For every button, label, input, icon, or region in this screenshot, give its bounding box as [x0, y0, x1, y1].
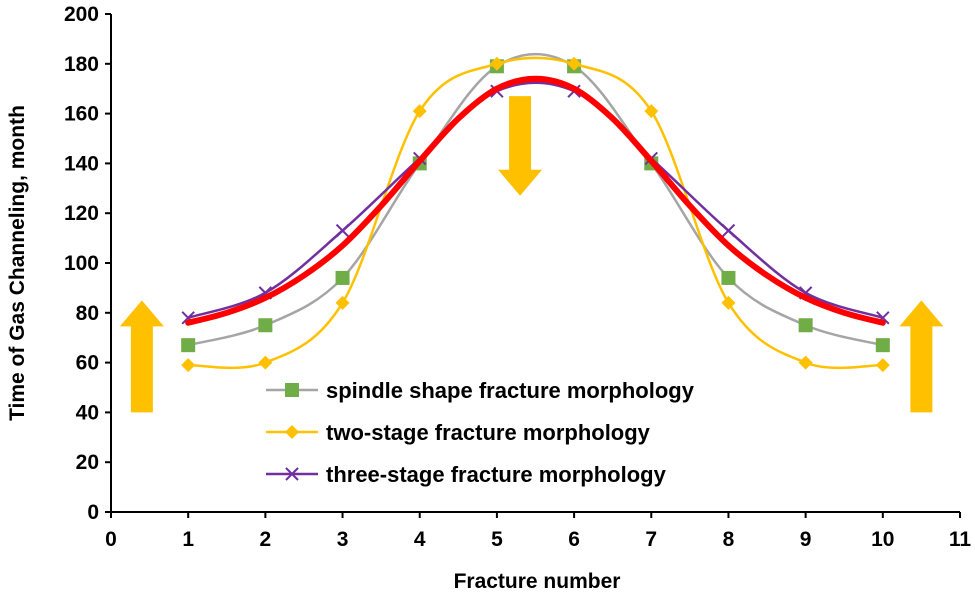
data-point: [285, 425, 299, 439]
data-point: [335, 295, 350, 310]
series-line: [187, 81, 884, 319]
legend-label: spindle shape fracture morphology: [326, 378, 695, 403]
x-tick-label: 11: [949, 528, 972, 551]
data-point: [721, 295, 736, 310]
x-tick-label: 8: [723, 528, 735, 551]
y-axis-title: Time of Gas Channeling, month: [6, 105, 29, 421]
x-tick-label: 9: [800, 528, 812, 551]
data-point: [285, 383, 299, 397]
y-tick-label: 180: [64, 53, 99, 76]
data-point: [181, 338, 196, 353]
legend-entry: two-stage fracture morphology: [266, 420, 651, 445]
x-tick-label: 1: [182, 528, 194, 551]
y-tick-label: 200: [64, 3, 99, 26]
data-point: [285, 467, 299, 481]
fit-curve: [185, 75, 886, 326]
series-1: [181, 52, 890, 353]
data-point: [489, 56, 504, 71]
x-tick-label: 3: [337, 528, 349, 551]
arrow-up-annotation: [119, 300, 164, 413]
y-tick-label: 160: [64, 103, 99, 126]
data-point: [644, 104, 659, 119]
arrow-up-annotation: [899, 300, 944, 413]
x-tick-label: 7: [645, 528, 657, 551]
y-tick-label: 80: [76, 302, 99, 325]
series-layer: [181, 52, 890, 373]
x-axis-title: Fracture number: [454, 570, 621, 593]
legend-entry: spindle shape fracture morphology: [266, 378, 695, 403]
y-tick-label: 40: [76, 401, 99, 424]
annotations: [119, 96, 944, 413]
arrow-down-annotation: [498, 96, 543, 196]
data-point-stroke: [181, 311, 195, 325]
data-point: [798, 355, 813, 370]
data-point: [875, 338, 890, 353]
y-tick-label: 100: [64, 252, 99, 275]
legend-label: two-stage fracture morphology: [326, 420, 651, 445]
x-tick-label: 6: [568, 528, 580, 551]
axes: 0 20 40 60 80 100 120 140 160 180 200 0 1 2 3 4 5 6 7 8 9 10 1…: [64, 3, 971, 551]
data-point: [258, 355, 273, 370]
x-tick-label: 2: [260, 528, 272, 551]
data-point: [721, 223, 736, 238]
data-point: [567, 56, 582, 71]
y-tick-label: 0: [87, 501, 99, 524]
data-point: [258, 318, 273, 333]
series-line: [187, 52, 884, 347]
series-2: [181, 56, 890, 373]
data-point: [181, 358, 196, 373]
data-point-stroke: [335, 223, 350, 238]
data-point: [721, 270, 736, 285]
x-tick-label: 10: [871, 528, 894, 551]
data-point: [875, 358, 890, 373]
data-point: [335, 270, 350, 285]
x-tick-label: 0: [105, 528, 117, 551]
y-tick-label: 60: [76, 352, 99, 375]
data-point: [412, 104, 427, 119]
series-line: [188, 56, 883, 370]
legend-label: three-stage fracture morphology: [326, 462, 667, 487]
data-point-stroke: [721, 223, 736, 238]
y-tick-label: 120: [64, 202, 99, 225]
data-point: [335, 223, 350, 238]
x-tick-label: 4: [414, 528, 426, 551]
data-point-stroke: [285, 467, 299, 481]
data-point: [798, 318, 813, 333]
y-tick-label: 140: [64, 152, 99, 175]
legend-entry: three-stage fracture morphology: [266, 462, 667, 487]
x-tick-label: 5: [491, 528, 503, 551]
legend: spindle shape fracture morphology two-sta…: [266, 378, 695, 487]
y-tick-label: 20: [76, 451, 99, 474]
